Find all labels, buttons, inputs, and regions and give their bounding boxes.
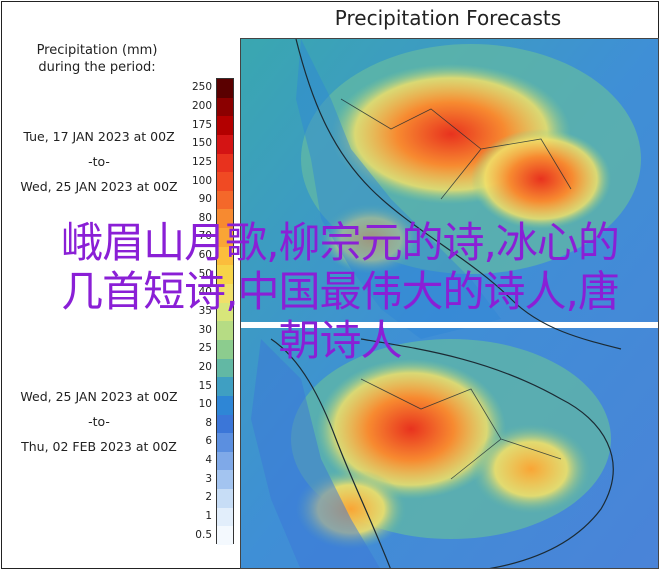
colorbar-tick-label: 15 <box>198 379 212 392</box>
colorbar-tick-label: 200 <box>191 99 212 112</box>
colorbar-tick-label: 8 <box>205 416 212 429</box>
coastline-lower-east <box>360 338 614 568</box>
colorbar-band <box>217 358 233 378</box>
colorbar-tick-label: 10 <box>198 398 212 411</box>
period-2-separator: -to- <box>88 414 110 429</box>
colorbar-band <box>217 284 233 304</box>
colorbar-band <box>217 526 233 546</box>
period-1: Tue, 17 JAN 2023 at 00Z -to- Wed, 25 JAN… <box>8 124 190 199</box>
colorbar-band <box>217 209 233 229</box>
colorbar-band <box>217 265 233 285</box>
colorbar-band <box>217 414 233 434</box>
colorbar-tick-label: 2 <box>205 491 212 504</box>
period-1-start: Tue, 17 JAN 2023 at 00Z <box>23 129 175 144</box>
heavy-rain-upper-east <box>471 129 611 229</box>
precipitation-colorbar <box>216 78 234 546</box>
legend-title: Precipitation (mm) during the period: <box>12 42 182 76</box>
colorbar-band <box>217 321 233 341</box>
colorbar-band <box>217 190 233 210</box>
colorbar-band <box>217 116 233 136</box>
coastline-lower-west <box>270 338 391 568</box>
colorbar-tick-label: 30 <box>198 323 212 336</box>
period-2-end: Thu, 02 FEB 2023 at 00Z <box>21 439 177 454</box>
colorbar-band <box>217 395 233 415</box>
colorbar-band <box>217 246 233 266</box>
country-borders-lower <box>360 378 562 480</box>
colorbar-band <box>217 153 233 173</box>
moderate-rain-lower-east <box>471 424 591 514</box>
colorbar-tick-label: 50 <box>198 267 212 280</box>
colorbar-tick-label: 4 <box>205 454 212 467</box>
period-2: Wed, 25 JAN 2023 at 00Z -to- Thu, 02 FEB… <box>8 384 190 459</box>
colorbar-band <box>217 172 233 192</box>
legend-title-line2: during the period: <box>38 60 156 75</box>
period-2-start: Wed, 25 JAN 2023 at 00Z <box>20 389 178 404</box>
colorbar-band <box>217 339 233 360</box>
colorbar-tick-label: 90 <box>198 193 212 206</box>
colorbar-band <box>217 134 233 155</box>
map-title: Precipitation Forecasts <box>334 6 562 30</box>
colorbar-band <box>217 377 233 397</box>
legend-title-line1: Precipitation (mm) <box>36 43 158 58</box>
colorbar-tick-label: 100 <box>191 174 212 187</box>
colorbar-tick-label: 3 <box>205 472 212 485</box>
panel-divider <box>241 322 658 328</box>
colorbar-band <box>217 302 233 322</box>
country-borders-upper <box>340 98 572 200</box>
colorbar-band <box>217 470 233 490</box>
period-1-separator: -to- <box>88 154 110 169</box>
overlay-caption: 峨眉山月歌,柳宗元的诗,冰心的几首短诗,中国最伟大的诗人,唐朝诗人 <box>61 218 620 365</box>
colorbar-tick-label: 60 <box>198 249 212 262</box>
coastline-upper <box>295 39 622 350</box>
colorbar-tick-label: 175 <box>191 118 212 131</box>
colorbar-tick-label: 70 <box>198 230 212 243</box>
pacific-field-lower <box>251 339 380 568</box>
colorbar-tick-label: 1 <box>205 510 212 523</box>
colorbar-tick-label: 20 <box>198 360 212 373</box>
colorbar-tick-label: 80 <box>198 211 212 224</box>
colorbar-band <box>217 451 233 471</box>
colorbar-tick-label: 250 <box>191 81 212 94</box>
colorbar-tick-label: 35 <box>198 305 212 317</box>
colorbar-tick-label: 125 <box>191 155 212 168</box>
colorbar-tick-label: 6 <box>205 435 212 448</box>
precipitation-map <box>240 38 659 569</box>
colorbar-tick-label: 40 <box>198 286 212 299</box>
colorbar-band <box>217 228 233 248</box>
colorbar-band <box>217 433 233 453</box>
andes-dry-strip <box>296 39 501 339</box>
period-1-end: Wed, 25 JAN 2023 at 00Z <box>20 179 178 194</box>
colorbar-band <box>217 507 233 527</box>
colorbar-tick-label: 25 <box>198 342 212 355</box>
colorbar-band <box>217 97 233 117</box>
map-canvas <box>241 39 658 568</box>
colorbar-tick-label: 150 <box>191 137 212 150</box>
colorbar-band <box>217 79 233 99</box>
colorbar-tick-label: 0.5 <box>195 528 212 541</box>
colorbar-band <box>217 489 233 509</box>
moderate-rain-upper-west <box>321 204 421 274</box>
